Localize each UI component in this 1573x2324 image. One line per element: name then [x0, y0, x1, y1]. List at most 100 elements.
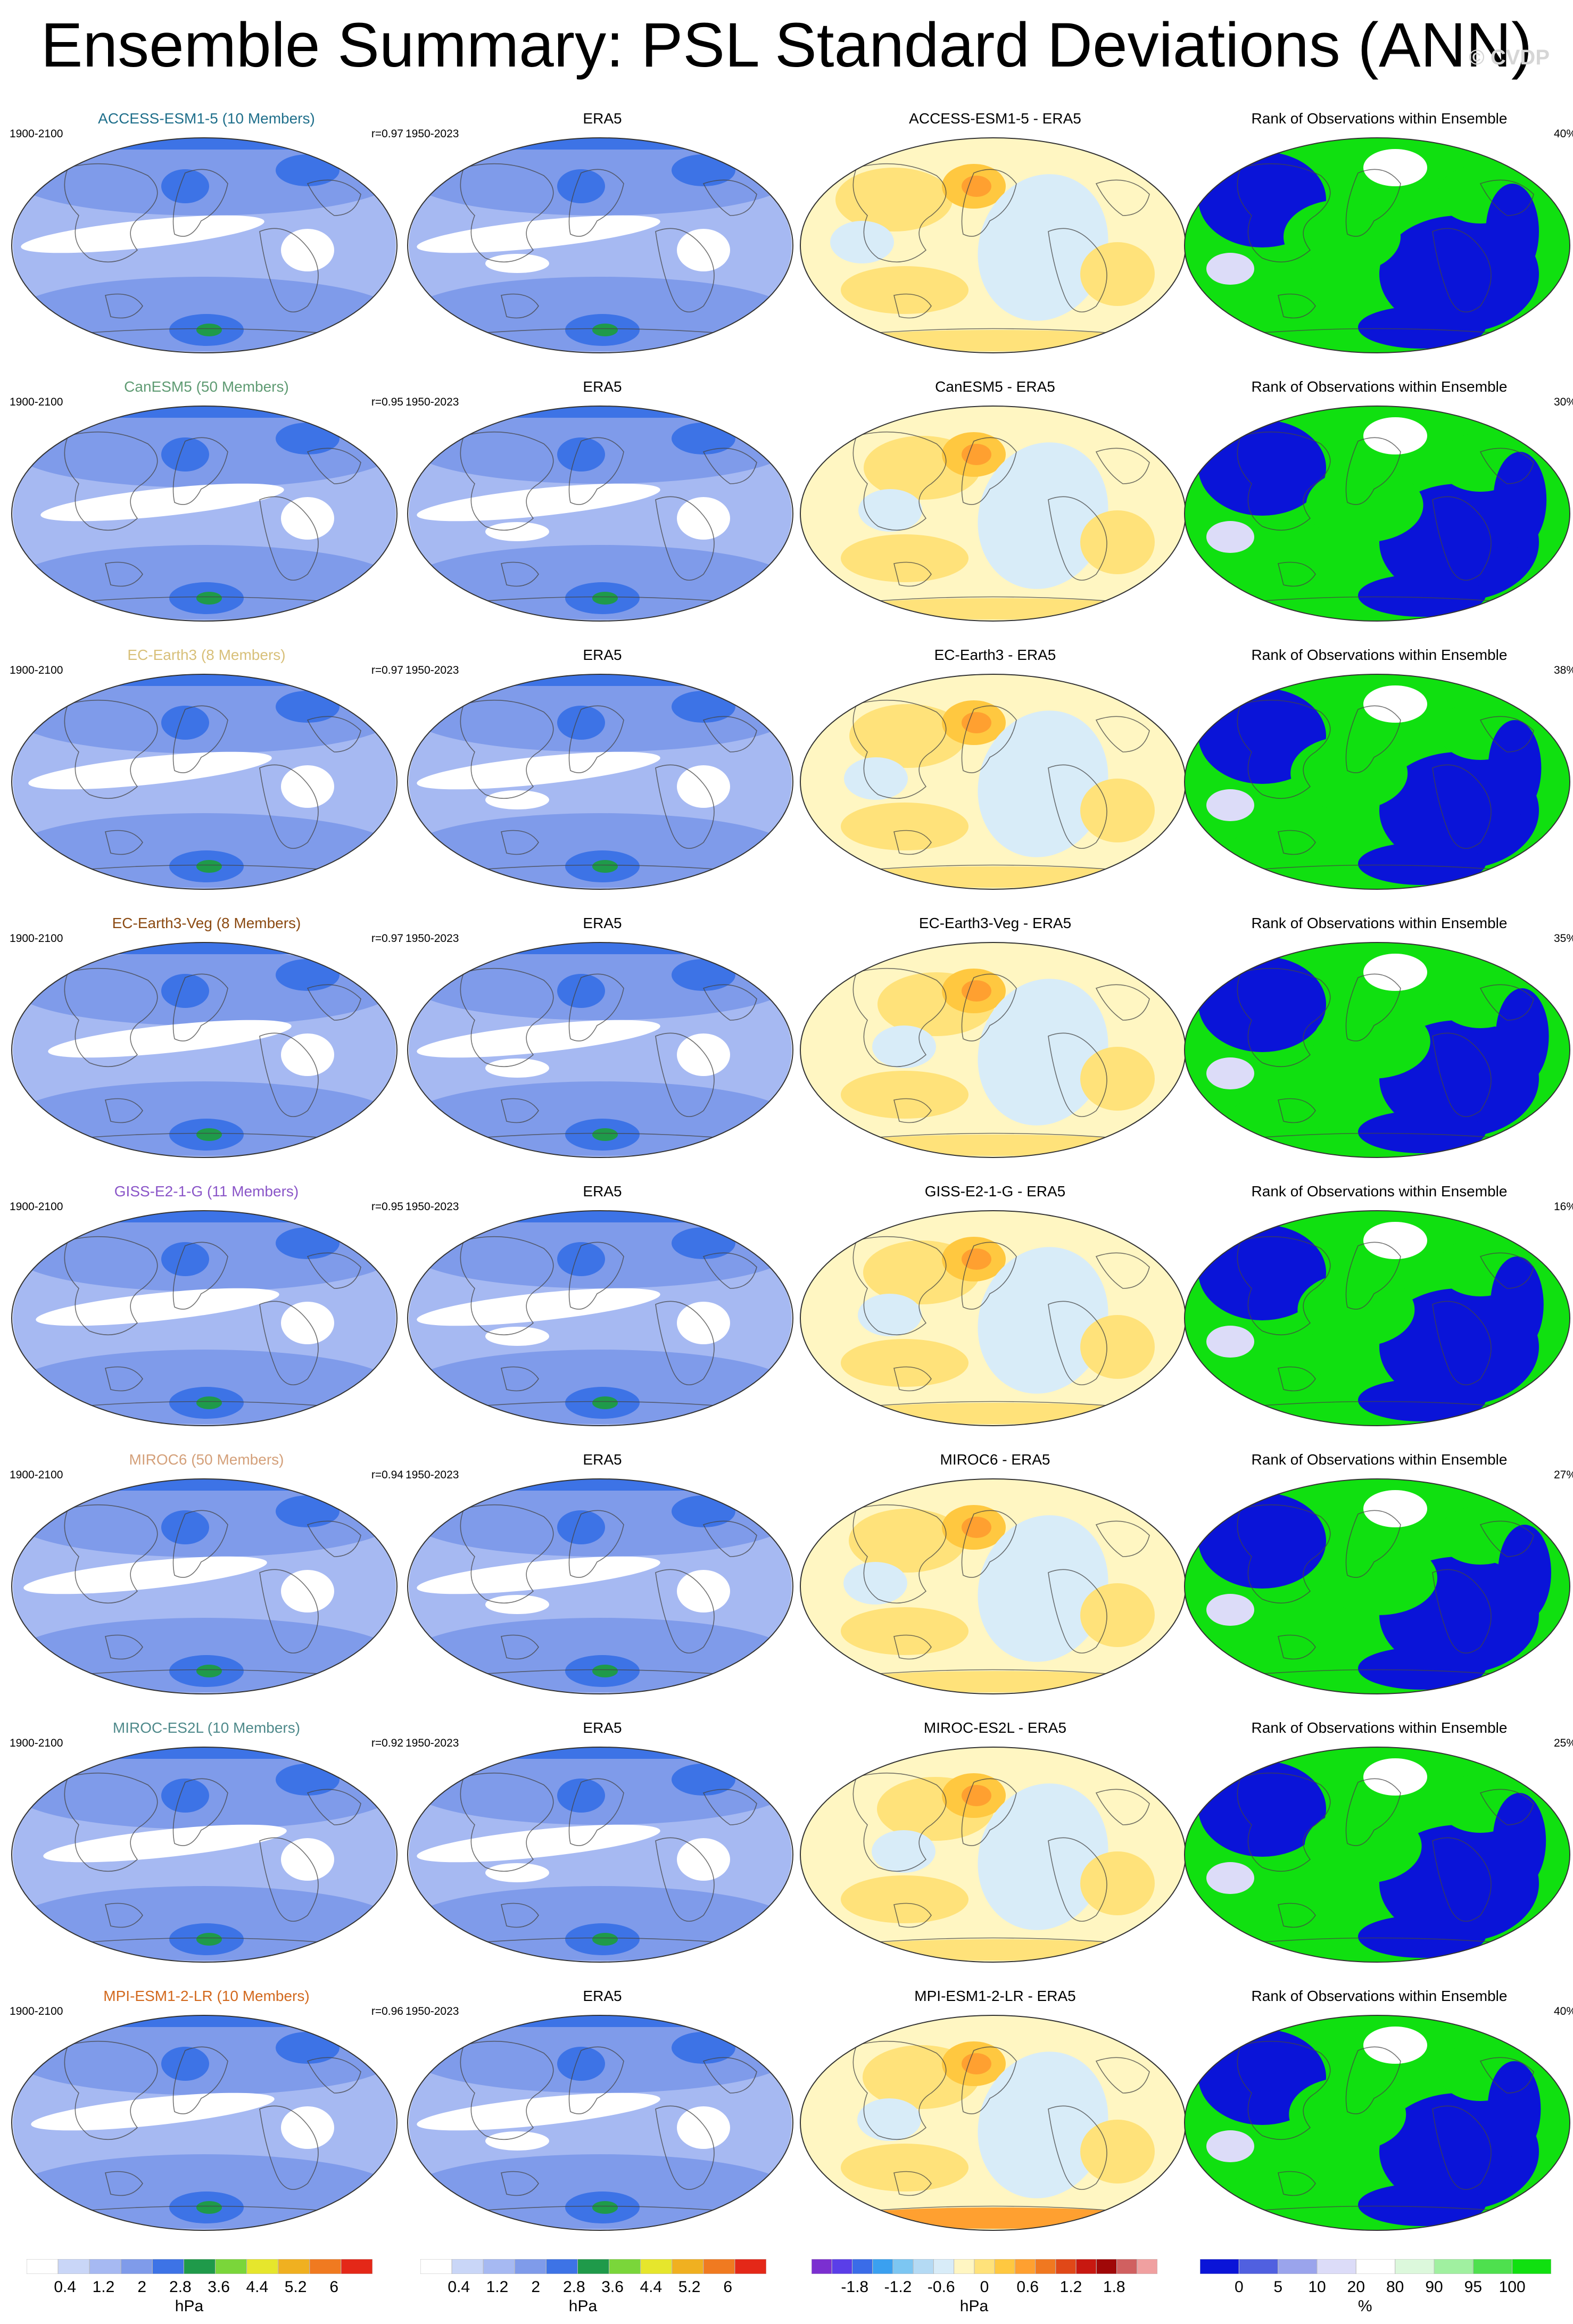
- model-sd-map: [11, 1747, 398, 1963]
- figure-title: Ensemble Summary: PSL Standard Deviation…: [40, 10, 1533, 80]
- obs-period: 1950-2023: [405, 2005, 459, 2017]
- colorbar-tick-label: 6: [723, 2278, 733, 2296]
- difference-panel: MIROC6 - ERA5: [798, 1450, 1192, 1695]
- difference-map: [800, 2015, 1186, 2231]
- rank-percentage: 40%: [1553, 128, 1573, 140]
- colorbar-tick-label: 90: [1425, 2278, 1443, 2296]
- colorbar-unit: hPa: [568, 2297, 598, 2315]
- colorbar-swatch: [1472, 2259, 1513, 2275]
- rank-title: Rank of Observations within Ensemble: [1251, 1719, 1508, 1736]
- obs-sd-map: [407, 137, 793, 353]
- model-sd-title: EC-Earth3-Veg (8 Members): [112, 915, 301, 931]
- difference-panel: ACCESS-ESM1-5 - ERA5: [798, 109, 1192, 354]
- colorbar-swatches: [811, 2259, 1158, 2275]
- colorbar-swatch: [514, 2259, 547, 2275]
- rank-panel: Rank of Observations within Ensemble 35%: [1182, 914, 1573, 1159]
- difference-map: [800, 406, 1186, 622]
- model-period: 1900-2100: [10, 932, 63, 945]
- colorbar-swatch: [120, 2259, 153, 2275]
- model-period: 1900-2100: [10, 1469, 63, 1481]
- colorbar-swatch: [609, 2259, 641, 2275]
- colorbar-swatch: [1199, 2259, 1239, 2275]
- colorbar-swatch: [545, 2259, 578, 2275]
- colorbar-tick-label: -0.6: [927, 2278, 955, 2296]
- sd-colorbar: 0.4 1.2 2 2.8 3.6 4.4 5.2 6 hPa: [26, 2259, 373, 2318]
- colorbar-swatch: [1116, 2259, 1138, 2275]
- colorbar-tick-label: 2.8: [169, 2278, 192, 2296]
- colorbar-swatch: [1096, 2259, 1117, 2275]
- rank-map: [1184, 674, 1570, 890]
- obs-sd-title: ERA5: [583, 1719, 622, 1736]
- model-sd-title: MIROC-ES2L (10 Members): [112, 1719, 301, 1736]
- colorbar-swatch: [183, 2259, 216, 2275]
- model-sd-panel: MIROC-ES2L (10 Members) 1900-2100 r=0.92: [10, 1718, 403, 1963]
- colorbar-tick-label: -1.2: [884, 2278, 912, 2296]
- model-period: 1900-2100: [10, 664, 63, 676]
- model-sd-map: [11, 1210, 398, 1426]
- pattern-correlation: r=0.96: [371, 2005, 403, 2017]
- rank-title: Rank of Observations within Ensemble: [1251, 1451, 1508, 1468]
- obs-sd-title: ERA5: [583, 647, 622, 663]
- difference-title: EC-Earth3 - ERA5: [934, 647, 1056, 663]
- colorbar-swatch: [577, 2259, 610, 2275]
- model-sd-map: [11, 942, 398, 1158]
- obs-sd-title: ERA5: [583, 1988, 622, 2004]
- colorbar-swatch: [26, 2259, 59, 2275]
- colorbar-unit: %: [1357, 2297, 1372, 2315]
- colorbar-tick-label: 0.4: [54, 2278, 77, 2296]
- model-sd-title: GISS-E2-1-G (11 Members): [114, 1183, 299, 1200]
- colorbar-tick-label: 1.8: [1103, 2278, 1125, 2296]
- colorbar-tick-label: 6: [329, 2278, 339, 2296]
- obs-sd-map: [407, 1210, 793, 1426]
- pattern-correlation: r=0.97: [371, 128, 403, 140]
- colorbar-swatch: [811, 2259, 832, 2275]
- model-period: 1900-2100: [10, 1737, 63, 1749]
- difference-panel: EC-Earth3-Veg - ERA5: [798, 914, 1192, 1159]
- colorbar-swatches: [1199, 2259, 1552, 2275]
- rank-map: [1184, 1747, 1570, 1963]
- difference-map: [800, 942, 1186, 1158]
- model-sd-title: EC-Earth3 (8 Members): [127, 647, 286, 663]
- colorbar-unit: hPa: [959, 2297, 989, 2315]
- rank-panel: Rank of Observations within Ensemble 16%: [1182, 1182, 1573, 1427]
- colorbar-tick-label: 3.6: [601, 2278, 624, 2296]
- colorbar-swatch: [152, 2259, 184, 2275]
- colorbar-swatch: [851, 2259, 873, 2275]
- rank-map: [1184, 406, 1570, 622]
- colorbar-swatch: [954, 2259, 975, 2275]
- colorbar-swatch: [1014, 2259, 1036, 2275]
- colorbar-swatch: [994, 2259, 1015, 2275]
- colorbar-tick-label: 3.6: [208, 2278, 230, 2296]
- difference-map: [800, 137, 1186, 353]
- rank-percentage: 16%: [1553, 1201, 1573, 1213]
- colorbar-tick-label: 80: [1386, 2278, 1404, 2296]
- colorbar-swatch: [1512, 2259, 1552, 2275]
- colorbar-unit: hPa: [175, 2297, 204, 2315]
- rank-percentage: 38%: [1553, 664, 1573, 676]
- difference-map: [800, 1210, 1186, 1426]
- model-sd-panel: MPI-ESM1-2-LR (10 Members) 1900-2100 r=0.9…: [10, 1987, 403, 2231]
- colorbar-tick-label: 1.2: [486, 2278, 509, 2296]
- difference-title: MIROC6 - ERA5: [940, 1451, 1050, 1468]
- rank-title: Rank of Observations within Ensemble: [1251, 110, 1508, 127]
- colorbar-tick-label: 5.2: [284, 2278, 307, 2296]
- obs-sd-panel: ERA5 1950-2023: [405, 1987, 799, 2231]
- obs-sd-map: [407, 406, 793, 622]
- colorbar-swatch: [1395, 2259, 1435, 2275]
- obs-sd-map: [407, 1478, 793, 1694]
- rank-panel: Rank of Observations within Ensemble 25%: [1182, 1718, 1573, 1963]
- difference-map: [800, 674, 1186, 890]
- pattern-correlation: r=0.92: [371, 1737, 403, 1749]
- obs-period: 1950-2023: [405, 1737, 459, 1749]
- model-sd-title: MIROC6 (50 Members): [129, 1451, 284, 1468]
- rank-panel: Rank of Observations within Ensemble 38%: [1182, 646, 1573, 890]
- colorbar-swatch: [89, 2259, 121, 2275]
- difference-title: ACCESS-ESM1-5 - ERA5: [909, 110, 1081, 127]
- colorbar-swatch: [640, 2259, 673, 2275]
- colorbar-swatch: [309, 2259, 342, 2275]
- colorbar-tick-label: 20: [1347, 2278, 1365, 2296]
- difference-title: EC-Earth3-Veg - ERA5: [918, 915, 1072, 931]
- obs-period: 1950-2023: [405, 1201, 459, 1213]
- model-sd-map: [11, 674, 398, 890]
- model-sd-panel: EC-Earth3-Veg (8 Members) 1900-2100 r=0.97: [10, 914, 403, 1159]
